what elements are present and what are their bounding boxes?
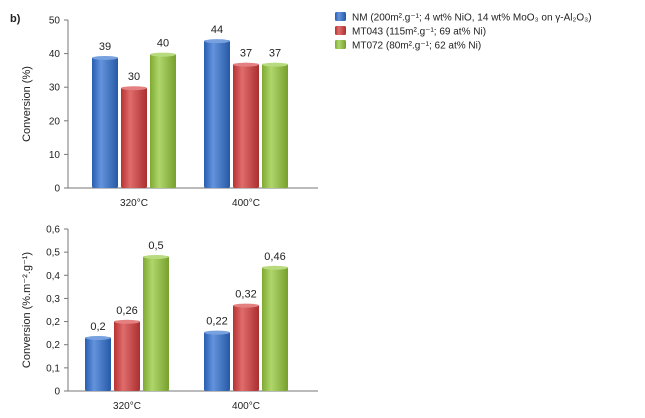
legend-swatch-mt043 — [335, 26, 346, 35]
y-tick-label: 0,3 — [46, 294, 60, 305]
y-tick-label: 0,6 — [46, 225, 60, 236]
data-label: 0,26 — [116, 305, 137, 317]
bar-cap — [262, 62, 288, 67]
legend-swatch-nm — [335, 12, 346, 21]
data-label: 0,46 — [264, 251, 285, 263]
y-tick-label: 0,4 — [46, 271, 60, 282]
bar-mt072-1 — [262, 63, 288, 188]
bar-nm-0 — [85, 337, 111, 391]
bar-mt043-1 — [233, 63, 259, 188]
bar-cap — [85, 336, 111, 340]
chart-top: 0 10 20 30 40 50 Conversion (%) 39 30 40 320°C 44 37… — [21, 16, 318, 209]
x-category-label: 320°C — [120, 198, 148, 209]
data-label: 0,22 — [206, 316, 227, 328]
bar-cap — [150, 52, 176, 57]
bar-nm-1 — [204, 40, 230, 188]
bar-mt072-0 — [150, 53, 176, 188]
bar-cap — [204, 39, 230, 44]
y-tick-label: 0 — [54, 387, 60, 398]
data-label: 37 — [240, 48, 252, 60]
y-tick-label: 20 — [49, 116, 61, 127]
bar-mt072-0 — [143, 256, 169, 391]
chart-bottom: 0 0,1 0,2 0,2 0,3 0,4 0,5 0,6 Conversion (%.m⁻².… — [21, 225, 318, 412]
bar-cap — [233, 62, 259, 67]
bar-cap — [262, 265, 288, 270]
panel-label: b) — [10, 13, 21, 25]
data-label: 44 — [211, 24, 223, 36]
x-category-label: 320°C — [113, 401, 141, 412]
y-axis-title: Conversion (%.m⁻².g⁻¹) — [21, 252, 33, 368]
bar-cap — [233, 303, 259, 308]
data-label: 30 — [128, 71, 140, 83]
legend-entry-mt043: MT043 (115m².g⁻¹; 69 at% Ni) — [352, 27, 486, 38]
data-label: 39 — [99, 41, 111, 53]
legend-entry-nm: NM (200m².g⁻¹; 4 wt% NiO, 14 wt% MoO₃ on… — [352, 13, 592, 24]
y-tick-label: 40 — [49, 49, 61, 60]
y-tick-label: 10 — [49, 150, 61, 161]
legend-swatch-mt072 — [335, 40, 346, 49]
data-label: 0,32 — [235, 289, 256, 301]
bar-nm-1 — [204, 331, 230, 391]
bar-mt043-0 — [114, 320, 140, 391]
y-tick-label: 0,5 — [46, 248, 60, 259]
legend: NM (200m².g⁻¹; 4 wt% NiO, 14 wt% MoO₃ on… — [335, 12, 592, 52]
y-tick-label: 30 — [49, 83, 61, 94]
data-label: 40 — [157, 38, 169, 50]
y-axis-title: Conversion (%) — [21, 66, 33, 142]
bar-cap — [92, 55, 118, 60]
bar-cap — [204, 330, 230, 335]
y-tick-label: 0,2 — [46, 317, 60, 328]
data-label: 0,2 — [90, 321, 105, 333]
legend-entry-mt072: MT072 (80m².g⁻¹; 62 at% Ni) — [352, 41, 481, 52]
x-category-label: 400°C — [232, 401, 260, 412]
y-tick-label: 0,2 — [46, 340, 60, 351]
y-tick-label: 50 — [49, 16, 61, 27]
bar-mt043-1 — [233, 304, 259, 391]
y-tick-label: 0 — [54, 184, 60, 195]
bar-cap — [143, 255, 169, 259]
data-label: 37 — [269, 48, 281, 60]
data-label: 0,5 — [148, 240, 163, 252]
bar-mt043-0 — [121, 87, 147, 188]
bar-mt072-1 — [262, 266, 288, 391]
bar-cap — [121, 86, 147, 91]
x-category-label: 400°C — [232, 198, 260, 209]
y-tick-label: 0,1 — [46, 363, 60, 374]
bar-cap — [114, 319, 140, 324]
bar-nm-0 — [92, 56, 118, 189]
